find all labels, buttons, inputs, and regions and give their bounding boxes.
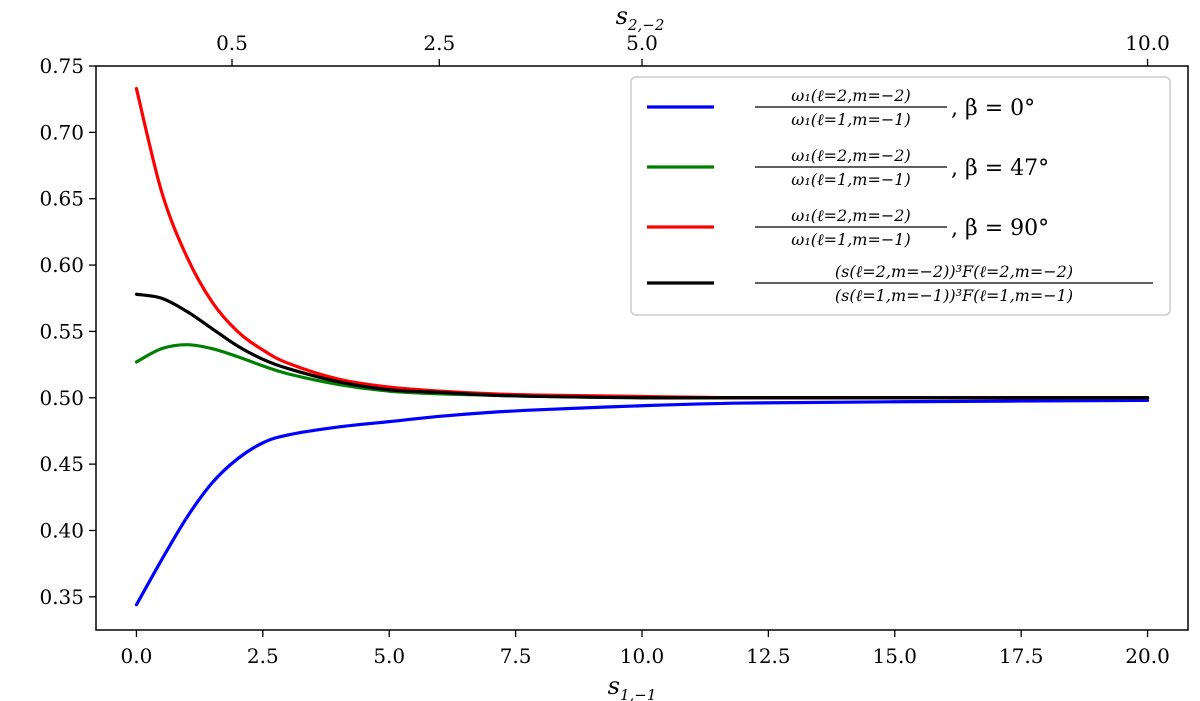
x-axis-label: s1,−1 [608,672,657,701]
x-tick-label: 2.5 [247,644,279,668]
series-line-s3f-ratio [134,292,1150,400]
legend-denominator: ω₁(ℓ=1,m=−1) [791,110,910,129]
series-line-beta-47 [134,343,1150,400]
legend-denominator: ω₁(ℓ=1,m=−1) [791,170,910,189]
legend-numerator: (s(ℓ=2,m=−2))³F(ℓ=2,m=−2) [835,262,1073,281]
bottom-x-ticks: 0.0 2.5 5.0 7.5 10.0 12.5 15.0 17.5 20.0 [121,630,1170,668]
x-tick-label: 5.0 [373,644,405,668]
top-x-axis-label-base: s [616,2,628,30]
legend-numerator: ω₁(ℓ=2,m=−2) [791,206,910,225]
series-layer [134,86,1150,607]
legend-box [630,76,1171,316]
legend-numerator: ω₁(ℓ=2,m=−2) [791,86,910,105]
x-tick-label: 15.0 [873,644,918,668]
x-tick-label: 20.0 [1125,644,1170,668]
top-x-tick-label: 10.0 [1125,31,1170,55]
plot-frame [95,65,1189,631]
legend-suffix: , β = 90° [951,216,1049,241]
x-tick-label: 10.0 [620,644,665,668]
top-x-tick-label: 5.0 [626,31,658,55]
top-x-tick-label: 2.5 [423,31,455,55]
x-tick-label: 12.5 [746,644,791,668]
y-tick-label: 0.45 [39,452,84,476]
legend-entry: ω₁(ℓ=2,m=−2) ω₁(ℓ=1,m=−1) , β = 90° [647,206,1049,249]
legend-numerator: ω₁(ℓ=2,m=−2) [791,146,910,165]
y-tick-label: 0.65 [39,187,84,211]
legend-entry: ω₁(ℓ=2,m=−2) ω₁(ℓ=1,m=−1) , β = 47° [647,146,1049,189]
y-tick-label: 0.55 [39,319,84,343]
top-x-axis-label: s2,−2 [616,2,665,34]
legend-entry: (s(ℓ=2,m=−2))³F(ℓ=2,m=−2) (s(ℓ=1,m=−1))³F… [647,262,1153,305]
x-axis-label-base: s [608,672,620,700]
y-tick-label: 0.50 [39,386,84,410]
y-tick-label: 0.75 [39,54,84,78]
legend-denominator: ω₁(ℓ=1,m=−1) [791,230,910,249]
series-line-beta-0 [134,398,1150,607]
top-x-ticks: 0.5 2.5 5.0 10.0 [216,31,1170,66]
x-tick-label: 7.5 [500,644,532,668]
y-tick-label: 0.40 [39,518,84,542]
y-ticks: 0.35 0.40 0.45 0.50 0.55 0.60 0.65 0.70 0.75 [39,54,96,609]
legend-suffix: , β = 47° [951,156,1049,181]
top-x-tick-label: 0.5 [216,31,248,55]
legend: ω₁(ℓ=2,m=−2)ω₁(ℓ=1,m=−1), β = 0°ω₁(ℓ=2,m… [630,76,1171,316]
x-tick-label: 0.0 [121,644,153,668]
y-tick-label: 0.70 [39,120,84,144]
legend-denominator: (s(ℓ=1,m=−1))³F(ℓ=1,m=−1) [835,286,1073,305]
y-tick-label: 0.35 [39,585,84,609]
x-tick-label: 17.5 [999,644,1044,668]
legend-suffix: , β = 0° [951,96,1035,121]
x-axis-label-sub: 1,−1 [620,686,656,701]
legend-entry: ω₁(ℓ=2,m=−2) ω₁(ℓ=1,m=−1) , β = 0° [647,86,1035,129]
y-tick-label: 0.60 [39,253,84,277]
top-x-axis-label-sub: 2,−2 [627,16,664,34]
